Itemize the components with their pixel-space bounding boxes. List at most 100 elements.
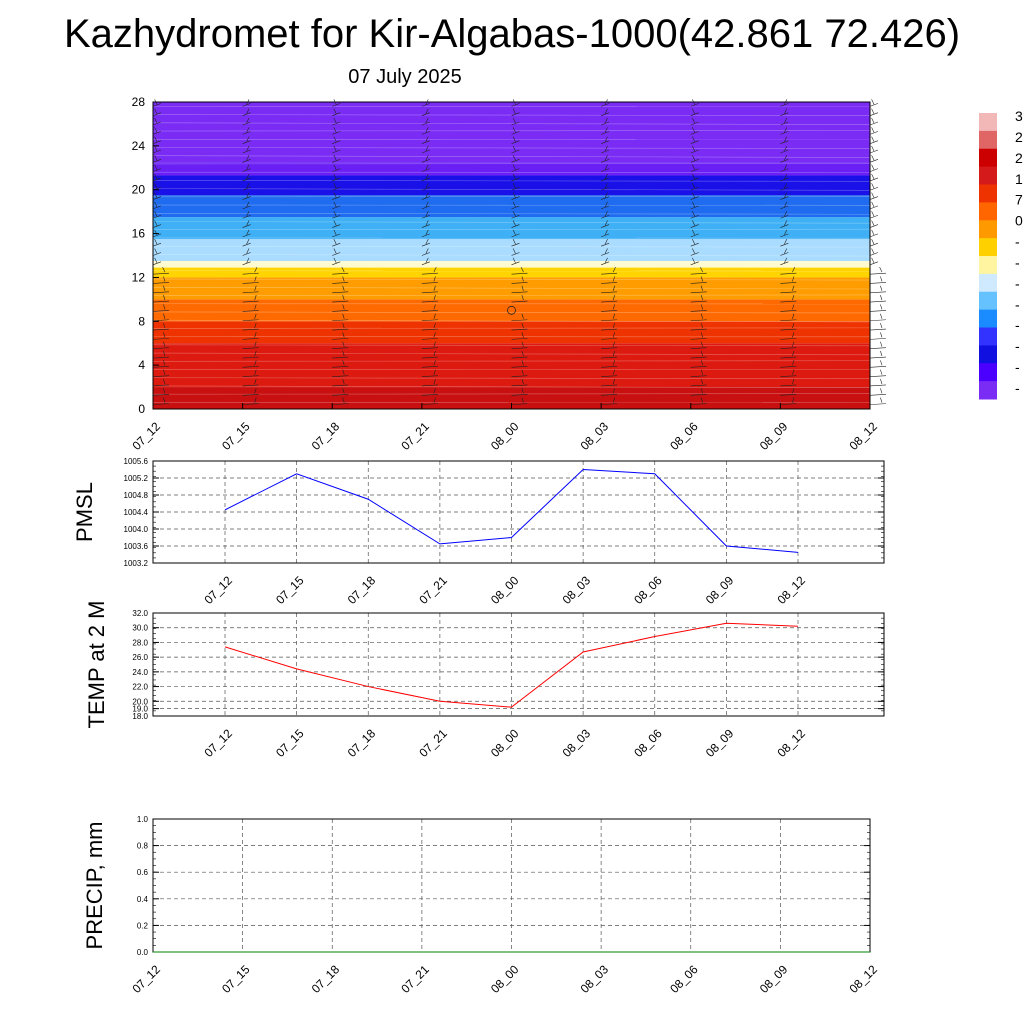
wind-barb <box>242 121 251 126</box>
wind-barb <box>421 328 438 331</box>
wind-barb <box>780 177 789 182</box>
wind-barb <box>780 328 797 331</box>
wind-barb <box>152 319 170 322</box>
wind-barb-flag <box>880 295 883 301</box>
wind-barb-flag <box>246 127 250 133</box>
wind-barb <box>690 149 699 154</box>
wind-barb-flag <box>784 173 788 180</box>
wind-barb <box>690 177 699 182</box>
y-tick-label: 12 <box>132 270 146 284</box>
precip-x-tick-label: 08_03 <box>578 962 612 996</box>
wind-barb-flag <box>784 239 788 245</box>
wind-barb-flag <box>871 257 875 263</box>
wind-barb <box>511 252 520 256</box>
wind-barb <box>601 205 610 210</box>
wind-barb <box>601 177 610 182</box>
wind-barb <box>869 159 879 163</box>
wind-barb-flag <box>425 164 429 170</box>
wind-barb-flag <box>612 388 616 394</box>
wind-barb-flag <box>871 164 875 170</box>
wind-barb-flag <box>333 192 337 198</box>
wind-barb <box>421 168 430 172</box>
wind-barb <box>690 272 707 275</box>
wind-barb-flag <box>512 239 516 245</box>
wind-barb <box>242 186 251 191</box>
wind-barb <box>242 233 251 238</box>
wind-barb <box>780 375 797 377</box>
wind-barb <box>869 186 879 191</box>
wind-barb-flag <box>604 192 608 198</box>
colorbar-segment <box>979 130 997 150</box>
wind-barb <box>421 338 438 340</box>
wind-barb-flag <box>333 108 337 114</box>
precip-x-tick-label: 07_15 <box>219 962 253 996</box>
wind-barb-flag <box>433 378 436 385</box>
pmsl-y-tick-label: 1004.0 <box>124 525 149 534</box>
color-band <box>153 102 870 163</box>
wind-barb-flag <box>692 257 696 263</box>
wind-barb <box>152 328 170 331</box>
wind-barb <box>332 252 341 256</box>
wind-barb <box>601 112 610 116</box>
wind-barb <box>690 205 699 210</box>
colorbar-label: - <box>1015 380 1020 396</box>
wind-barb <box>690 252 699 256</box>
wind-barb-flag <box>880 332 883 338</box>
wind-barb-flag <box>880 397 883 403</box>
wind-barb-flag <box>425 257 429 263</box>
wind-barb <box>869 347 887 349</box>
pmsl-x-tick-label: 08_00 <box>488 573 522 607</box>
wind-barb-flag <box>784 201 788 208</box>
wind-barb <box>242 159 251 163</box>
wind-barb-flag <box>163 378 166 385</box>
wind-barb-flag <box>512 145 516 152</box>
wind-barb <box>869 338 887 340</box>
wind-barb-flag <box>333 220 337 226</box>
x-tick-label: 08_03 <box>578 419 612 453</box>
wind-barb <box>690 384 707 387</box>
wind-barb <box>421 356 438 359</box>
wind-barb-flag <box>163 341 166 347</box>
wind-barb-flag <box>254 397 257 403</box>
wind-barb <box>421 103 430 107</box>
wind-barb <box>690 261 699 266</box>
wind-barb <box>421 272 438 275</box>
wind-barb-flag <box>163 369 166 375</box>
wind-barb-flag <box>784 192 788 198</box>
wind-barb <box>869 328 887 331</box>
contour-line <box>152 163 871 165</box>
y-tick-label: 20 <box>132 183 146 197</box>
pmsl-x-tick-label: 08_09 <box>703 573 737 607</box>
wind-barb <box>601 319 618 322</box>
wind-barb-flag <box>604 183 608 189</box>
wind-barb-flag <box>879 267 883 273</box>
precip-x-tick-label: 07_18 <box>309 962 343 996</box>
wind-barb <box>601 375 618 377</box>
wind-barb <box>332 384 349 387</box>
temp-y-tick-label: 28.0 <box>132 638 148 647</box>
wind-barb <box>152 282 170 284</box>
precip-y-tick-label: 0.4 <box>137 895 149 904</box>
wind-barb-flag <box>333 99 337 105</box>
wind-barb <box>332 140 341 144</box>
wind-barb-flag <box>692 127 696 133</box>
wind-barb <box>601 159 610 163</box>
wind-barb <box>421 403 438 405</box>
pmsl-y-tick-label: 1005.2 <box>124 474 149 483</box>
wind-barb-flag <box>433 369 436 375</box>
wind-barb <box>869 393 887 396</box>
wind-barb-flag <box>163 304 166 310</box>
wind-barb <box>511 347 528 349</box>
wind-barb-flag <box>871 99 875 105</box>
wind-barb <box>242 300 259 303</box>
wind-barb-flag <box>521 285 524 291</box>
wind-barb-flag <box>433 304 436 310</box>
contour-line <box>152 344 871 347</box>
wind-barb <box>242 149 251 154</box>
wind-barb <box>601 242 610 247</box>
wind-barb <box>242 196 251 200</box>
wind-barb <box>242 319 259 322</box>
wind-barb-flag <box>162 267 166 273</box>
x-tick-label: 07_12 <box>129 419 163 453</box>
wind-barb <box>601 393 618 396</box>
